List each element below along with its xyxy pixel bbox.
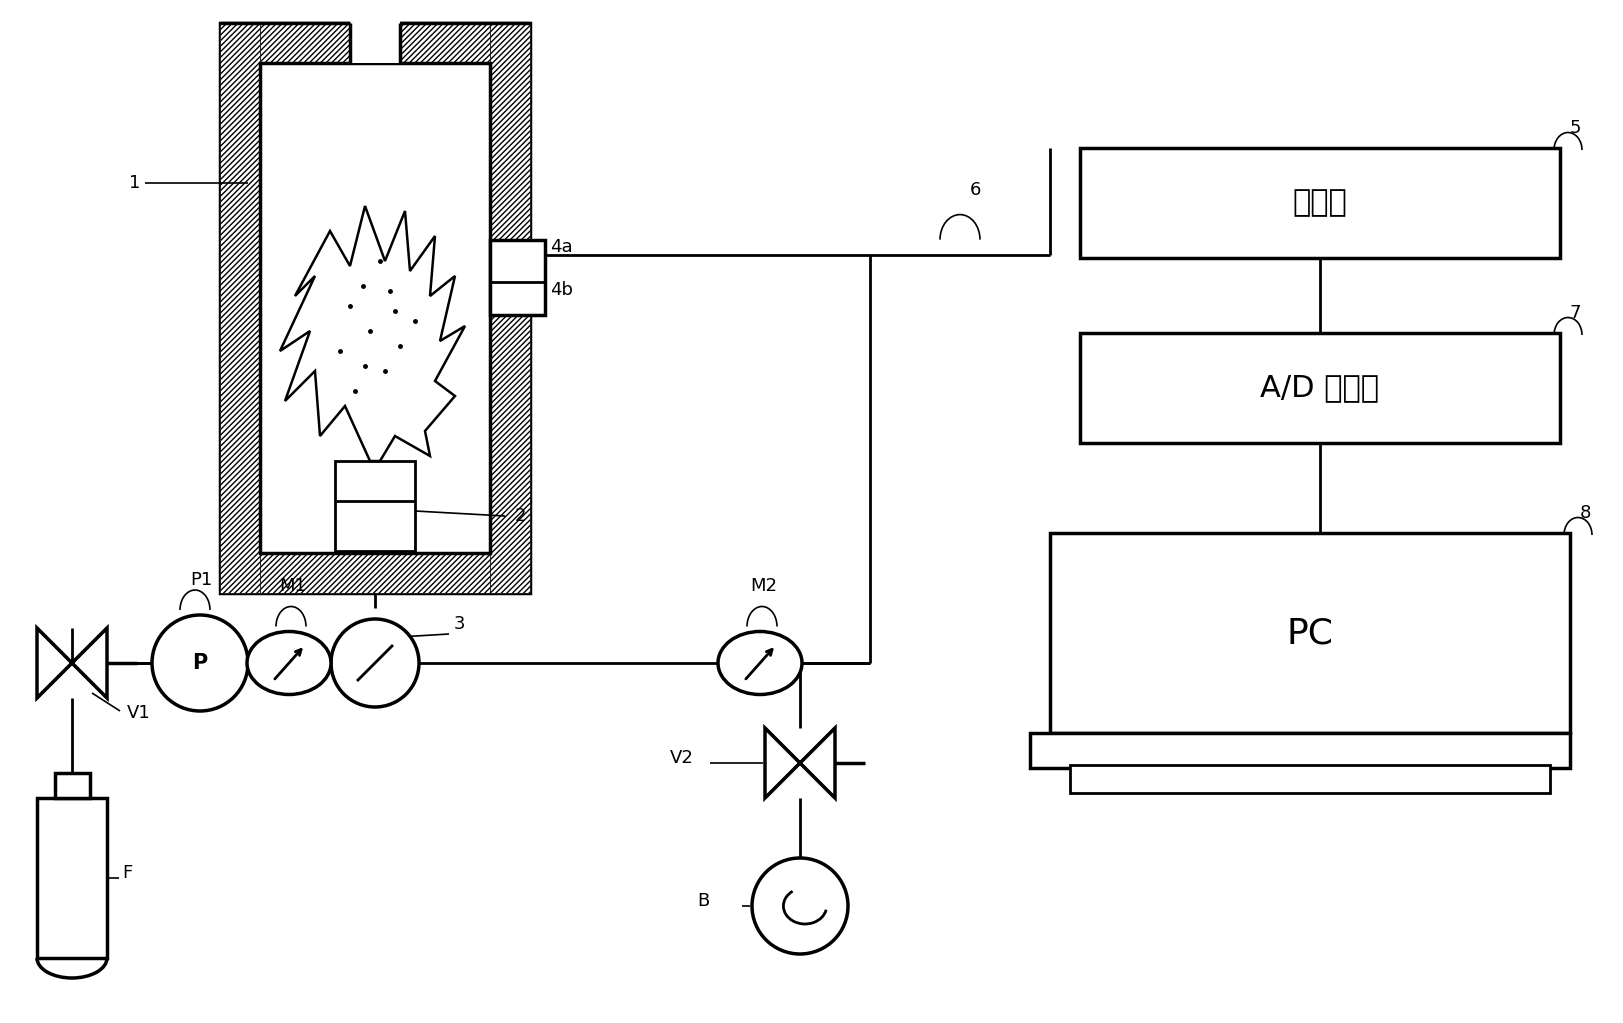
Text: V2: V2 — [670, 749, 693, 767]
Text: PC: PC — [1285, 616, 1332, 650]
Text: 4a: 4a — [550, 237, 573, 256]
Text: P1: P1 — [190, 571, 213, 589]
Text: P: P — [192, 653, 208, 673]
Ellipse shape — [247, 631, 331, 695]
Bar — [260, 63, 490, 553]
Bar — [490, 239, 545, 315]
Text: 6: 6 — [969, 181, 980, 198]
Bar — [219, 23, 529, 593]
Text: M1: M1 — [279, 577, 305, 595]
Bar — [1070, 765, 1548, 793]
Text: F: F — [122, 864, 131, 882]
Bar — [37, 798, 107, 958]
Circle shape — [153, 615, 248, 711]
Text: 7: 7 — [1569, 304, 1581, 322]
Polygon shape — [37, 628, 107, 698]
Bar — [1050, 533, 1569, 733]
Circle shape — [751, 858, 847, 954]
Bar — [351, 18, 399, 63]
Bar — [490, 23, 529, 593]
Bar — [1079, 148, 1560, 258]
Bar — [260, 63, 490, 553]
Text: 4b: 4b — [550, 281, 573, 299]
Bar — [55, 773, 89, 798]
Text: 1: 1 — [128, 174, 140, 191]
Bar — [260, 553, 490, 593]
Ellipse shape — [717, 631, 802, 695]
Text: M2: M2 — [750, 577, 776, 595]
Bar — [1079, 333, 1560, 443]
Text: 单色器: 单色器 — [1292, 188, 1347, 218]
Bar — [219, 23, 260, 593]
Bar — [334, 461, 415, 551]
Polygon shape — [764, 728, 834, 798]
Text: 5: 5 — [1569, 119, 1581, 137]
Text: V1: V1 — [127, 704, 151, 722]
Circle shape — [331, 619, 419, 707]
Text: 8: 8 — [1579, 504, 1591, 522]
Bar — [260, 23, 490, 63]
Text: 3: 3 — [454, 615, 466, 633]
Bar — [1029, 733, 1569, 768]
Text: A/D 变换器: A/D 变换器 — [1259, 373, 1378, 402]
Text: B: B — [696, 892, 709, 910]
Polygon shape — [279, 206, 464, 461]
Text: 2: 2 — [514, 507, 526, 525]
